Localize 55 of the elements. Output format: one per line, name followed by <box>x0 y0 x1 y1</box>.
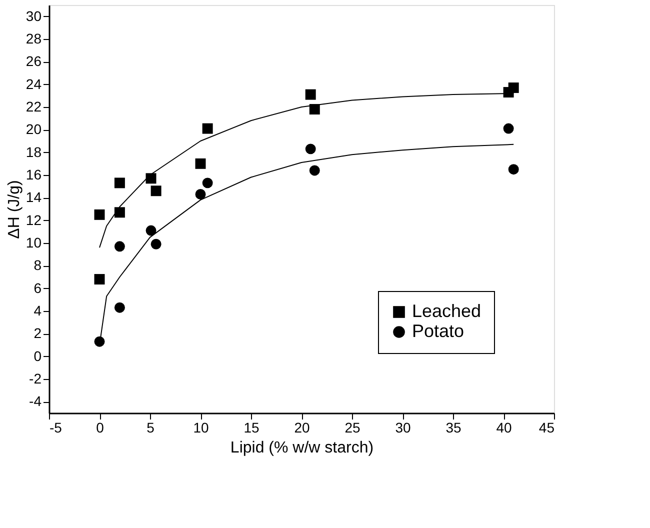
y-tick-label: 28 <box>26 30 42 46</box>
x-tick-label: 35 <box>446 420 462 436</box>
point <box>305 89 316 100</box>
point <box>94 336 105 347</box>
point <box>114 302 125 313</box>
x-tick-label: -5 <box>50 420 62 436</box>
point <box>309 104 320 115</box>
y-tick-label: 22 <box>26 98 42 114</box>
point <box>146 173 156 184</box>
point <box>150 238 162 250</box>
point <box>146 225 156 236</box>
y-tick-label: 26 <box>26 53 42 70</box>
y-tick-label: 12 <box>26 212 42 228</box>
y-tick-label: -2 <box>29 370 42 386</box>
point <box>114 178 125 188</box>
x-tick-label: 45 <box>538 420 555 436</box>
y-tick-label: 8 <box>34 257 42 274</box>
x-tick-label: 20 <box>294 420 310 436</box>
y-tick-label: 14 <box>26 189 42 206</box>
y-tick-label: 24 <box>26 76 42 92</box>
x-tick-label: 15 <box>244 420 260 436</box>
x-tick-label: 5 <box>146 420 155 436</box>
point <box>309 165 320 176</box>
y-tick-label: 6 <box>34 280 42 296</box>
x-tick-label: 25 <box>344 420 360 436</box>
x-tick-label: 10 <box>193 420 209 436</box>
point <box>150 186 162 196</box>
y-axis-title: ΔH (J/g) <box>6 180 23 239</box>
y-tick-label: 18 <box>26 144 42 160</box>
point <box>305 144 316 154</box>
y-tick-label: -4 <box>29 393 42 410</box>
y-tick-label: 20 <box>26 121 42 138</box>
y-tick-label: 0 <box>34 348 42 364</box>
x-tick-label: 30 <box>395 420 411 436</box>
point <box>202 178 213 188</box>
legend-label: Potato <box>412 321 464 341</box>
y-tick-label: 30 <box>26 8 42 24</box>
legend-label: Leached <box>412 301 482 321</box>
y-tick-label: 4 <box>34 302 42 318</box>
y-tick-label: 2 <box>34 325 42 342</box>
point <box>195 189 206 200</box>
point <box>202 123 213 134</box>
x-tick-label: 0 <box>96 420 104 436</box>
y-tick-label: 16 <box>26 166 42 182</box>
point <box>94 209 105 220</box>
x-axis-title: Lipid (% w/w starch) <box>230 440 374 456</box>
point <box>94 274 105 285</box>
point <box>114 241 125 252</box>
x-tick-label: 40 <box>496 420 512 436</box>
point <box>114 207 125 218</box>
y-tick-label: 10 <box>26 234 42 250</box>
point <box>195 158 206 169</box>
point <box>508 164 519 175</box>
point <box>503 123 514 134</box>
point <box>508 82 519 93</box>
